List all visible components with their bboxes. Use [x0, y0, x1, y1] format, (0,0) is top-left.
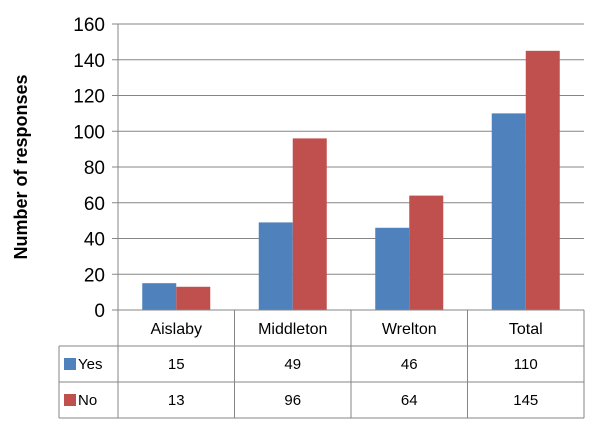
y-tick-label: 140 [73, 51, 105, 72]
y-tick-label: 120 [73, 87, 105, 108]
y-tick-label: 160 [73, 15, 105, 36]
table-cell: 64 [401, 392, 418, 409]
y-tick-label: 80 [84, 158, 105, 179]
legend-label: Yes [78, 356, 102, 373]
y-tick-label: 0 [94, 301, 105, 322]
y-tick-label: 100 [73, 122, 105, 143]
legend-key-no [64, 394, 76, 406]
category-label: Wrelton [382, 321, 437, 338]
bar-yes-aislaby [142, 283, 177, 310]
bar-yes-wrelton [375, 227, 410, 310]
bars [142, 50, 560, 310]
y-tick-label: 40 [84, 230, 105, 251]
bar-no-wrelton [409, 195, 444, 310]
bar-no-middleton [292, 138, 327, 310]
bar-yes-total [491, 113, 526, 310]
data-table: Aislaby Middleton Wrelton Total Yes 15 49 46 110… [58, 309, 585, 419]
legend-label: No [78, 392, 97, 409]
y-tick-label: 20 [84, 265, 105, 286]
table-cell: 46 [401, 356, 418, 373]
table-cell: 49 [284, 356, 301, 373]
y-axis-label: Number of responses [11, 74, 31, 259]
y-tick-label: 60 [84, 194, 105, 215]
bar-yes-middleton [258, 222, 293, 310]
bar-no-aislaby [176, 286, 211, 310]
legend-key-yes [64, 358, 76, 370]
y-axis-ticks: 0 20 40 60 80 100 120 140 160 [73, 15, 105, 322]
table-cell: 145 [513, 392, 538, 409]
table-cell: 110 [514, 356, 538, 373]
table-cell: 15 [168, 356, 185, 373]
bar-no-total [525, 50, 560, 310]
category-label: Middleton [258, 321, 327, 338]
table-cell: 13 [168, 392, 185, 409]
gridlines [112, 23, 584, 311]
category-label: Aislaby [150, 321, 202, 338]
category-label: Total [509, 321, 543, 338]
table-cell: 96 [284, 392, 301, 409]
